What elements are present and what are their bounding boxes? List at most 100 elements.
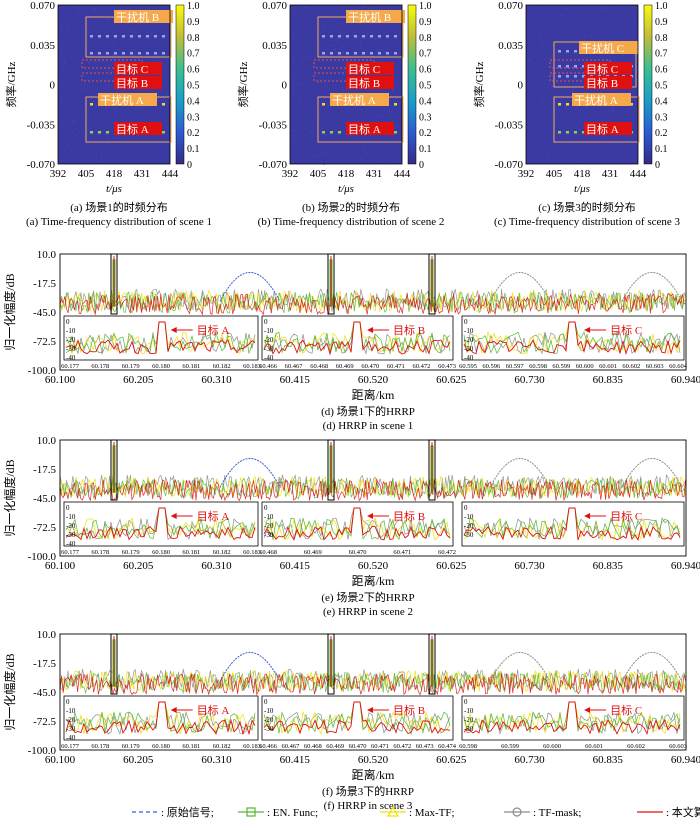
x-tick-label: 418 bbox=[338, 168, 355, 180]
inset-frame bbox=[63, 501, 259, 547]
inset-x-tick: 60.601 bbox=[585, 743, 603, 750]
noise-pixel bbox=[526, 96, 528, 99]
noise-pixel bbox=[538, 40, 541, 42]
x-tick-label: 60.520 bbox=[358, 754, 389, 766]
target-label: 目标 B bbox=[393, 703, 425, 717]
y-axis-label: 归一化幅度/dB bbox=[2, 273, 17, 350]
noise-pixel bbox=[142, 108, 145, 110]
noise-pixel bbox=[612, 151, 615, 153]
noise-pixel bbox=[91, 155, 93, 158]
noise-pixel bbox=[529, 153, 531, 156]
noise-pixel bbox=[293, 94, 295, 96]
target-label: 目标 A bbox=[197, 323, 230, 337]
axes-frame bbox=[59, 253, 687, 371]
jammer-lobe bbox=[621, 458, 683, 488]
signal-pixel bbox=[330, 35, 333, 38]
colorbar-tick: 0.5 bbox=[187, 81, 200, 92]
region-label: 目标 C bbox=[586, 62, 618, 76]
y-axis-label: 归一化幅度/dB bbox=[2, 459, 17, 536]
signal-pixel bbox=[162, 103, 165, 106]
colorbar-tick: 1.0 bbox=[187, 1, 200, 12]
noise-pixel bbox=[339, 92, 341, 94]
noise-pixel bbox=[118, 137, 120, 139]
noise-pixel bbox=[575, 33, 577, 35]
signal-pixel bbox=[162, 35, 165, 38]
noise-pixel bbox=[600, 38, 602, 40]
noise-pixel bbox=[301, 128, 303, 131]
noise-pixel bbox=[319, 14, 321, 16]
noise-pixel bbox=[146, 150, 148, 152]
noise-pixel bbox=[601, 91, 603, 93]
noise-pixel bbox=[77, 161, 79, 163]
noise-pixel bbox=[111, 70, 113, 73]
noise-pixel bbox=[63, 60, 65, 63]
inset-y-tick: -40 bbox=[66, 354, 76, 362]
noise-pixel bbox=[556, 162, 558, 164]
legend-label: : 本文算法。 bbox=[666, 805, 700, 819]
noise-pixel bbox=[315, 94, 317, 97]
noise-pixel bbox=[297, 30, 300, 32]
noise-pixel bbox=[316, 155, 319, 158]
noise-pixel bbox=[399, 33, 401, 35]
signal-pixel bbox=[162, 131, 165, 134]
x-tick-label: 60.625 bbox=[436, 754, 467, 766]
noise-pixel bbox=[70, 43, 73, 45]
noise-pixel bbox=[624, 118, 626, 120]
noise-pixel bbox=[603, 8, 606, 10]
signal-pixel bbox=[346, 52, 349, 55]
noise-pixel bbox=[299, 27, 301, 30]
inset-y-tick: -10 bbox=[264, 513, 274, 521]
inset-x-tick: 60.604 bbox=[669, 363, 688, 370]
noise-pixel bbox=[526, 112, 528, 115]
region-label-bg bbox=[346, 76, 394, 89]
region-label-bg bbox=[346, 10, 405, 23]
noise-pixel bbox=[137, 115, 139, 118]
noise-pixel bbox=[133, 49, 135, 51]
noise-pixel bbox=[360, 28, 363, 30]
noise-pixel bbox=[342, 90, 344, 92]
region-label: 干扰机 C bbox=[581, 41, 624, 55]
noise-pixel bbox=[557, 12, 559, 14]
noise-pixel bbox=[316, 119, 319, 122]
noise-pixel bbox=[311, 130, 313, 132]
noise-pixel bbox=[587, 153, 590, 155]
noise-pixel bbox=[352, 51, 355, 54]
noise-pixel bbox=[320, 152, 323, 155]
legend-label: : Max-TF; bbox=[409, 807, 455, 819]
noise-pixel bbox=[615, 91, 617, 93]
noise-pixel bbox=[107, 138, 109, 140]
legend-marker bbox=[246, 807, 256, 817]
noise-pixel bbox=[363, 143, 365, 146]
target-label: 目标 B bbox=[393, 323, 425, 337]
y-tick-label: -17.5 bbox=[33, 658, 56, 670]
y-tick-label: 0.035 bbox=[262, 40, 287, 52]
noise-pixel bbox=[542, 88, 544, 90]
noise-pixel bbox=[95, 58, 97, 60]
y-tick-label: 10.0 bbox=[37, 249, 57, 261]
noise-pixel bbox=[92, 149, 94, 151]
inset-x-tick: 60.177 bbox=[61, 549, 80, 556]
noise-pixel bbox=[336, 23, 339, 25]
noise-pixel bbox=[542, 43, 544, 45]
inset-y-tick: -10 bbox=[464, 707, 474, 715]
y-tick-label: 0.070 bbox=[30, 0, 55, 12]
region-label: 干扰机 A bbox=[100, 93, 144, 107]
noise-pixel bbox=[303, 54, 305, 56]
noise-pixel bbox=[291, 130, 294, 132]
x-axis-label: 距离/km bbox=[352, 387, 395, 402]
noise-pixel bbox=[580, 147, 582, 149]
inset-x-tick: 60.603 bbox=[646, 363, 664, 370]
signal-pixel bbox=[582, 131, 585, 134]
noise-pixel bbox=[627, 36, 629, 38]
noise-pixel bbox=[567, 45, 569, 48]
signal-pixel bbox=[370, 35, 373, 38]
noise-pixel bbox=[336, 40, 339, 42]
inset-y-tick: 0 bbox=[66, 698, 70, 706]
signal-pixel bbox=[162, 52, 165, 55]
noise-pixel bbox=[631, 28, 633, 31]
x-tick-label: 60.940 bbox=[671, 374, 700, 386]
noise-pixel bbox=[67, 27, 69, 29]
noise-pixel bbox=[142, 152, 144, 154]
inset-frame bbox=[461, 501, 685, 547]
inset-y-tick: -10 bbox=[464, 513, 474, 521]
